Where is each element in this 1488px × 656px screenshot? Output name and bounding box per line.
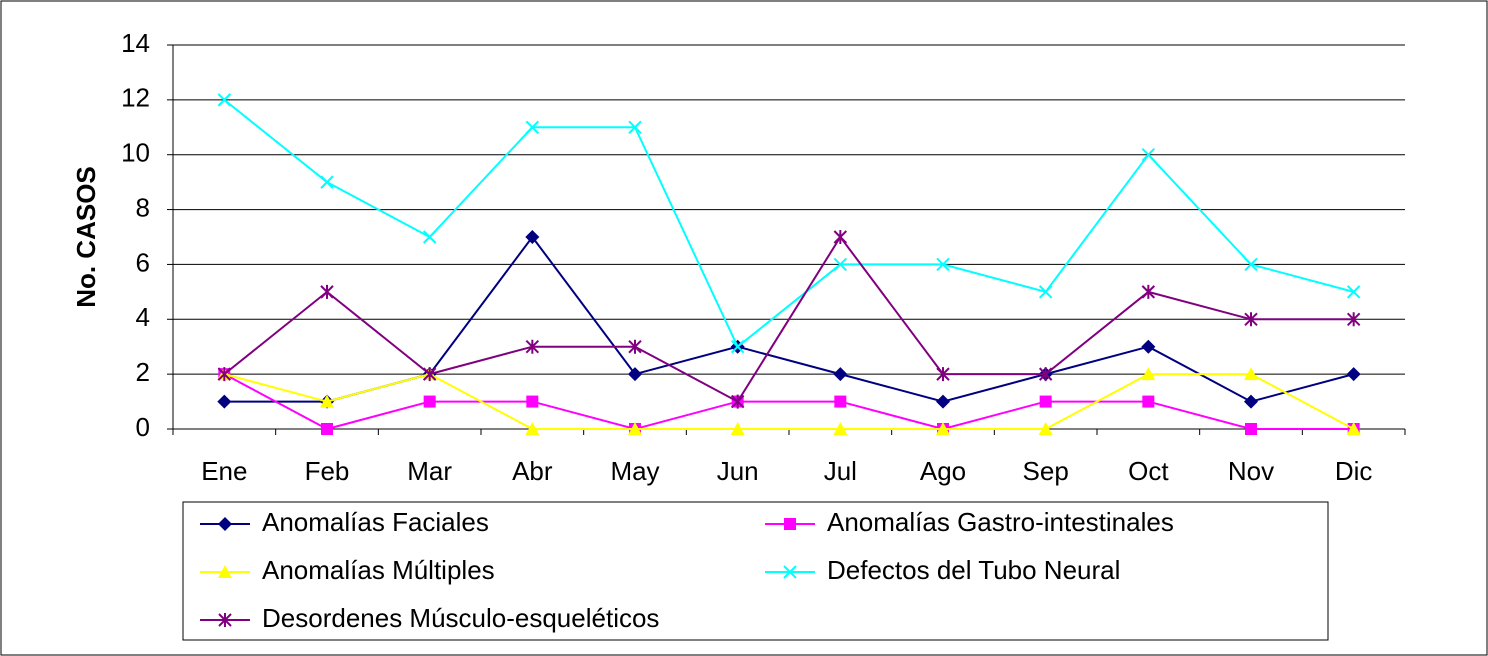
- marker: [833, 257, 848, 272]
- marker: [936, 257, 950, 272]
- x-tick-label: Dic: [1335, 456, 1373, 486]
- marker: [526, 395, 539, 408]
- marker: [1038, 367, 1053, 382]
- legend-label: Anomalías Gastro-intestinales: [827, 507, 1174, 537]
- series-line: [223, 235, 1354, 403]
- marker: [320, 175, 334, 189]
- y-axis-label: No. CASOS: [71, 166, 101, 308]
- x-tick-label: Ago: [920, 456, 966, 486]
- marker: [1346, 367, 1361, 382]
- marker: [321, 423, 333, 435]
- y-tick-label: 10: [121, 138, 150, 168]
- marker: [1244, 367, 1258, 381]
- marker: [217, 93, 232, 107]
- series-line: [224, 373, 1355, 430]
- y-tick-label: 6: [136, 247, 150, 277]
- marker: [1141, 148, 1156, 162]
- marker: [1346, 422, 1361, 435]
- x-tick-label: Jul: [824, 456, 857, 486]
- x-tick-label: Nov: [1228, 456, 1274, 486]
- marker: [1038, 422, 1053, 435]
- marker: [422, 230, 437, 244]
- marker: [1141, 339, 1156, 354]
- marker: [783, 565, 797, 579]
- marker: [628, 422, 642, 435]
- marker: [833, 230, 848, 244]
- marker: [1039, 395, 1052, 408]
- marker: [936, 422, 950, 435]
- marker: [833, 367, 848, 382]
- marker: [730, 422, 745, 435]
- series-line: [223, 373, 1354, 431]
- x-tick-label: Ene: [201, 456, 247, 486]
- marker: [1038, 285, 1053, 299]
- marker: [936, 394, 950, 409]
- marker: [833, 422, 848, 435]
- marker: [628, 120, 642, 134]
- legend-box: [182, 501, 1329, 641]
- x-tick-label: May: [610, 456, 659, 486]
- x-tick-label: Mar: [407, 456, 452, 486]
- marker: [1245, 423, 1257, 435]
- marker: [936, 367, 950, 382]
- legend-label: Desordenes Músculo-esqueléticos: [262, 603, 659, 633]
- marker: [1244, 257, 1258, 272]
- marker: [1141, 367, 1156, 381]
- marker: [218, 517, 232, 531]
- legend-label: Anomalías Múltiples: [262, 555, 495, 585]
- y-tick-label: 12: [121, 83, 150, 113]
- marker: [1244, 312, 1258, 327]
- marker: [320, 394, 334, 408]
- marker: [834, 395, 847, 408]
- marker: [525, 339, 540, 354]
- x-tick-label: Abr: [512, 456, 553, 486]
- marker: [525, 120, 540, 134]
- y-tick-label: 2: [136, 357, 150, 387]
- marker: [217, 394, 232, 409]
- marker: [217, 367, 232, 382]
- marker: [628, 367, 642, 382]
- marker: [1142, 395, 1155, 408]
- series-line: [223, 99, 1354, 349]
- marker: [1346, 312, 1361, 327]
- x-tick-label: Feb: [305, 456, 350, 486]
- marker: [1244, 394, 1258, 409]
- x-tick-label: Jun: [717, 456, 759, 486]
- x-tick-label: Sep: [1023, 456, 1069, 486]
- y-tick-label: 14: [121, 28, 150, 58]
- legend-label: Anomalías Faciales: [262, 507, 489, 537]
- marker: [423, 395, 436, 408]
- marker: [730, 340, 745, 354]
- marker: [1346, 285, 1361, 299]
- y-tick-label: 0: [136, 412, 150, 442]
- marker: [218, 565, 232, 578]
- marker: [525, 422, 540, 435]
- marker: [218, 613, 232, 627]
- marker: [1141, 284, 1156, 299]
- x-tick-label: Oct: [1128, 456, 1169, 486]
- marker: [628, 339, 642, 354]
- legend-label: Defectos del Tubo Neural: [827, 555, 1120, 585]
- marker: [730, 394, 745, 409]
- marker: [422, 367, 437, 382]
- marker: [525, 230, 540, 244]
- marker: [320, 284, 334, 299]
- marker: [784, 518, 796, 530]
- y-tick-label: 4: [136, 302, 150, 332]
- y-tick-label: 8: [136, 192, 150, 222]
